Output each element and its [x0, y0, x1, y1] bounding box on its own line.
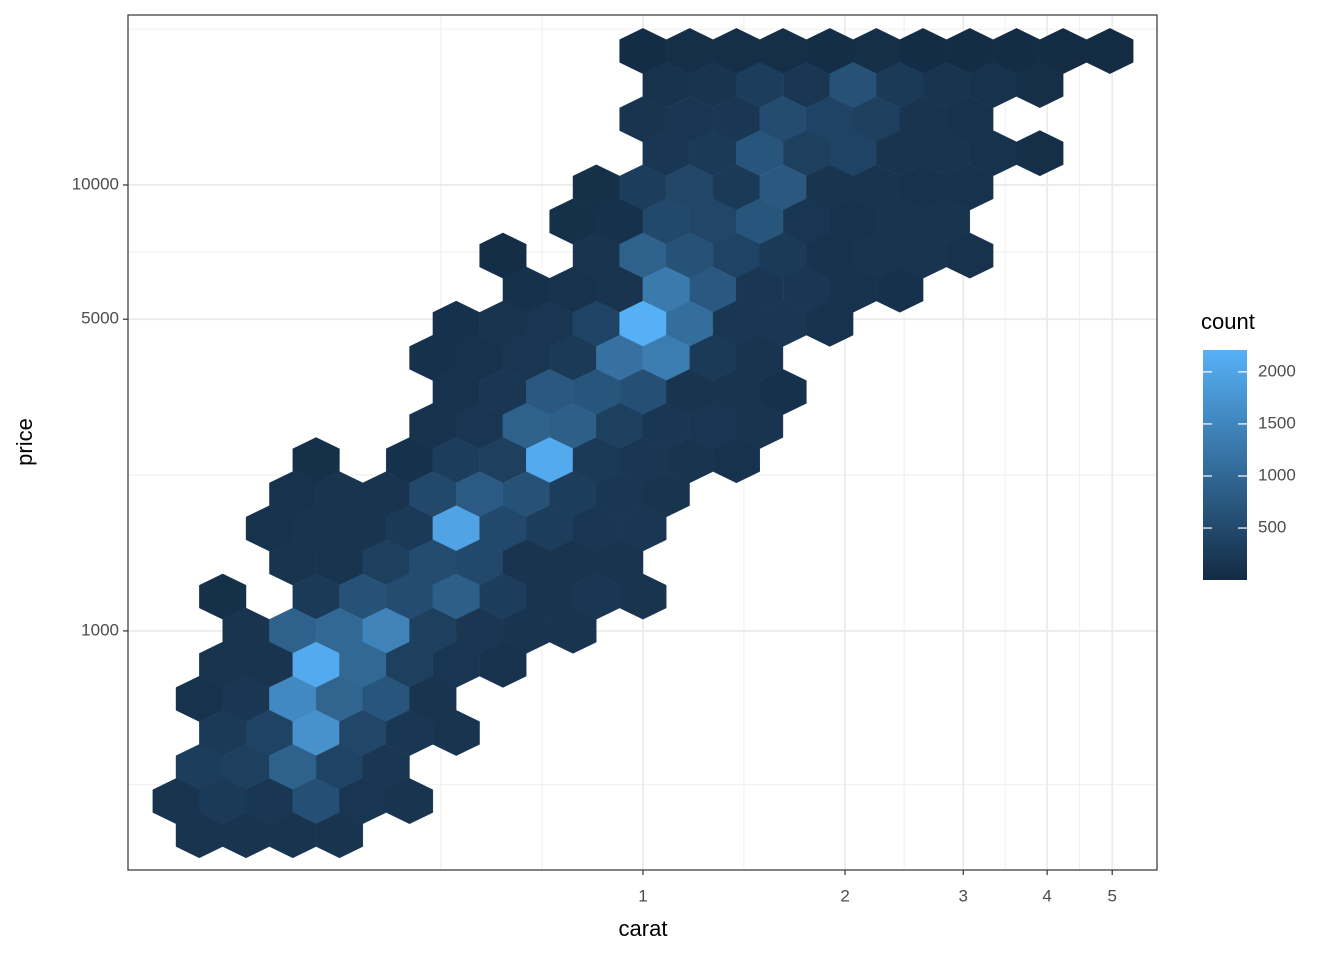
colorbar: [1203, 350, 1247, 580]
x-tick-label: 4: [1042, 886, 1051, 905]
y-tick-label: 1000: [81, 620, 119, 639]
y-tick-label: 5000: [81, 309, 119, 328]
hexbin: [876, 266, 924, 313]
x-tick-label: 3: [959, 886, 968, 905]
x-axis-title: carat: [619, 916, 668, 941]
legend-label: 2000: [1258, 361, 1296, 380]
hexbin: [432, 710, 480, 756]
x-tick-label: 2: [840, 886, 849, 905]
legend-label: 1000: [1258, 465, 1296, 484]
y-tick-label: 10000: [72, 174, 119, 193]
hexbin: [1086, 28, 1134, 74]
x-tick-label: 5: [1107, 886, 1116, 905]
hexbin: [549, 607, 597, 654]
x-tick-label: 1: [638, 886, 647, 905]
hexbin: [806, 300, 854, 347]
legend-label: 1500: [1258, 413, 1296, 432]
hexbin: [1016, 130, 1064, 177]
y-axis-title: price: [12, 418, 37, 466]
hexbin: [315, 812, 364, 859]
hexbin: [1016, 62, 1064, 108]
hexbin: [619, 573, 667, 620]
hexbin: [712, 437, 760, 484]
legend-title: count: [1201, 309, 1255, 334]
hexbin: [946, 232, 994, 279]
hexbin: [479, 641, 527, 688]
legend-label: 500: [1258, 518, 1286, 537]
hexbin: [386, 778, 434, 825]
